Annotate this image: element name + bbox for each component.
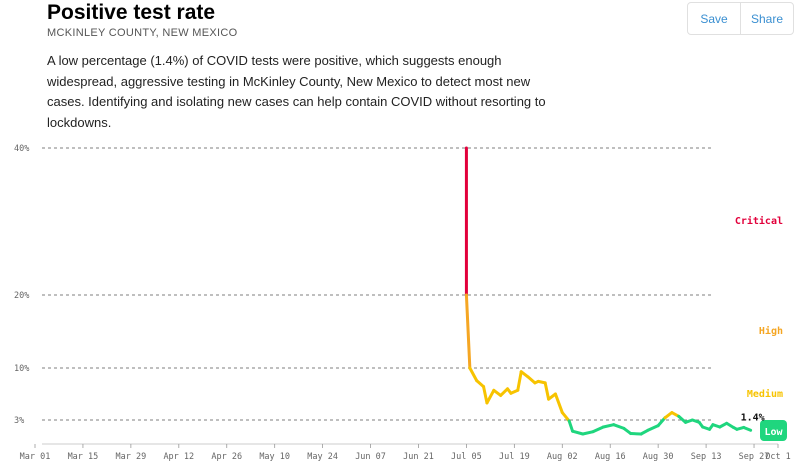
line-segment — [526, 375, 537, 385]
summary-text: A low percentage (1.4%) of COVID tests w… — [47, 53, 546, 130]
x-tick-label: Jul 19 — [499, 452, 530, 462]
zone-label-low: Low — [764, 427, 783, 438]
x-tick-label: Aug 02 — [547, 452, 578, 462]
line-segment — [482, 385, 489, 405]
x-tick-label: Mar 29 — [116, 452, 147, 462]
x-tick-label: Apr 12 — [163, 452, 194, 462]
zone-label-critical: Critical — [735, 215, 783, 227]
last-value-label: 1.4% — [741, 412, 765, 423]
zone-pill-low — [760, 420, 787, 441]
save-button[interactable]: Save — [700, 11, 728, 26]
line-segment — [516, 370, 523, 392]
line-segment — [581, 430, 595, 436]
x-tick-label: Mar 01 — [20, 452, 51, 462]
zone-labels: Critical High Medium Low — [735, 215, 787, 441]
line-segment — [553, 392, 564, 415]
line-segment — [646, 424, 660, 432]
x-tick-label: Jun 07 — [355, 452, 386, 462]
x-axis-ticks: Mar 01 Mar 15 Mar 29 Apr 12 Apr 26 May 10 May … — [20, 444, 791, 462]
page-title: Positive test rate — [47, 1, 216, 24]
x-tick-label: Mar 15 — [68, 452, 99, 462]
x-tick-label: Aug 30 — [643, 452, 674, 462]
line-segment — [612, 423, 626, 430]
line-segment — [485, 388, 496, 405]
x-tick-label: May 10 — [259, 452, 290, 462]
line-segment — [677, 414, 688, 424]
line-segment — [475, 379, 486, 389]
zone-label-high: High — [759, 325, 783, 337]
zone-label-medium: Medium — [747, 388, 783, 400]
line-segment — [571, 429, 585, 436]
x-tick-label: Oct 1 — [765, 452, 791, 462]
location-subtitle: MCKINLEY COUNTY, NEW MEXICO — [47, 27, 238, 39]
line-segment — [601, 423, 616, 429]
line-segment — [567, 419, 575, 433]
x-tick-label: Apr 26 — [211, 452, 242, 462]
y-tick-label: 40% — [14, 144, 29, 154]
x-tick-label: Sep 27 — [739, 452, 770, 462]
y-tick-label: 3% — [14, 416, 24, 426]
line-segment — [591, 425, 605, 434]
line-segment — [560, 411, 571, 423]
y-tick-label: 20% — [14, 291, 29, 301]
action-button-group: Save Share — [687, 2, 794, 35]
x-tick-label: Sep 13 — [691, 452, 722, 462]
x-tick-label: Jun 21 — [403, 452, 434, 462]
line-segment — [468, 366, 479, 383]
grid-lines — [42, 147, 778, 445]
line-segment — [499, 387, 510, 397]
share-button[interactable]: Share — [740, 3, 793, 34]
line-segment — [543, 381, 551, 401]
line-segment — [742, 425, 753, 432]
line-segment — [464, 293, 472, 370]
y-tick-label: 10% — [14, 364, 29, 374]
series-line — [464, 146, 753, 436]
x-tick-label: Aug 16 — [595, 452, 626, 462]
y-axis-ticks: 3% 10% 20% 40% — [14, 144, 29, 426]
x-tick-label: May 24 — [307, 452, 338, 462]
line-segment — [656, 416, 667, 428]
x-tick-label: Jul 05 — [451, 452, 482, 462]
